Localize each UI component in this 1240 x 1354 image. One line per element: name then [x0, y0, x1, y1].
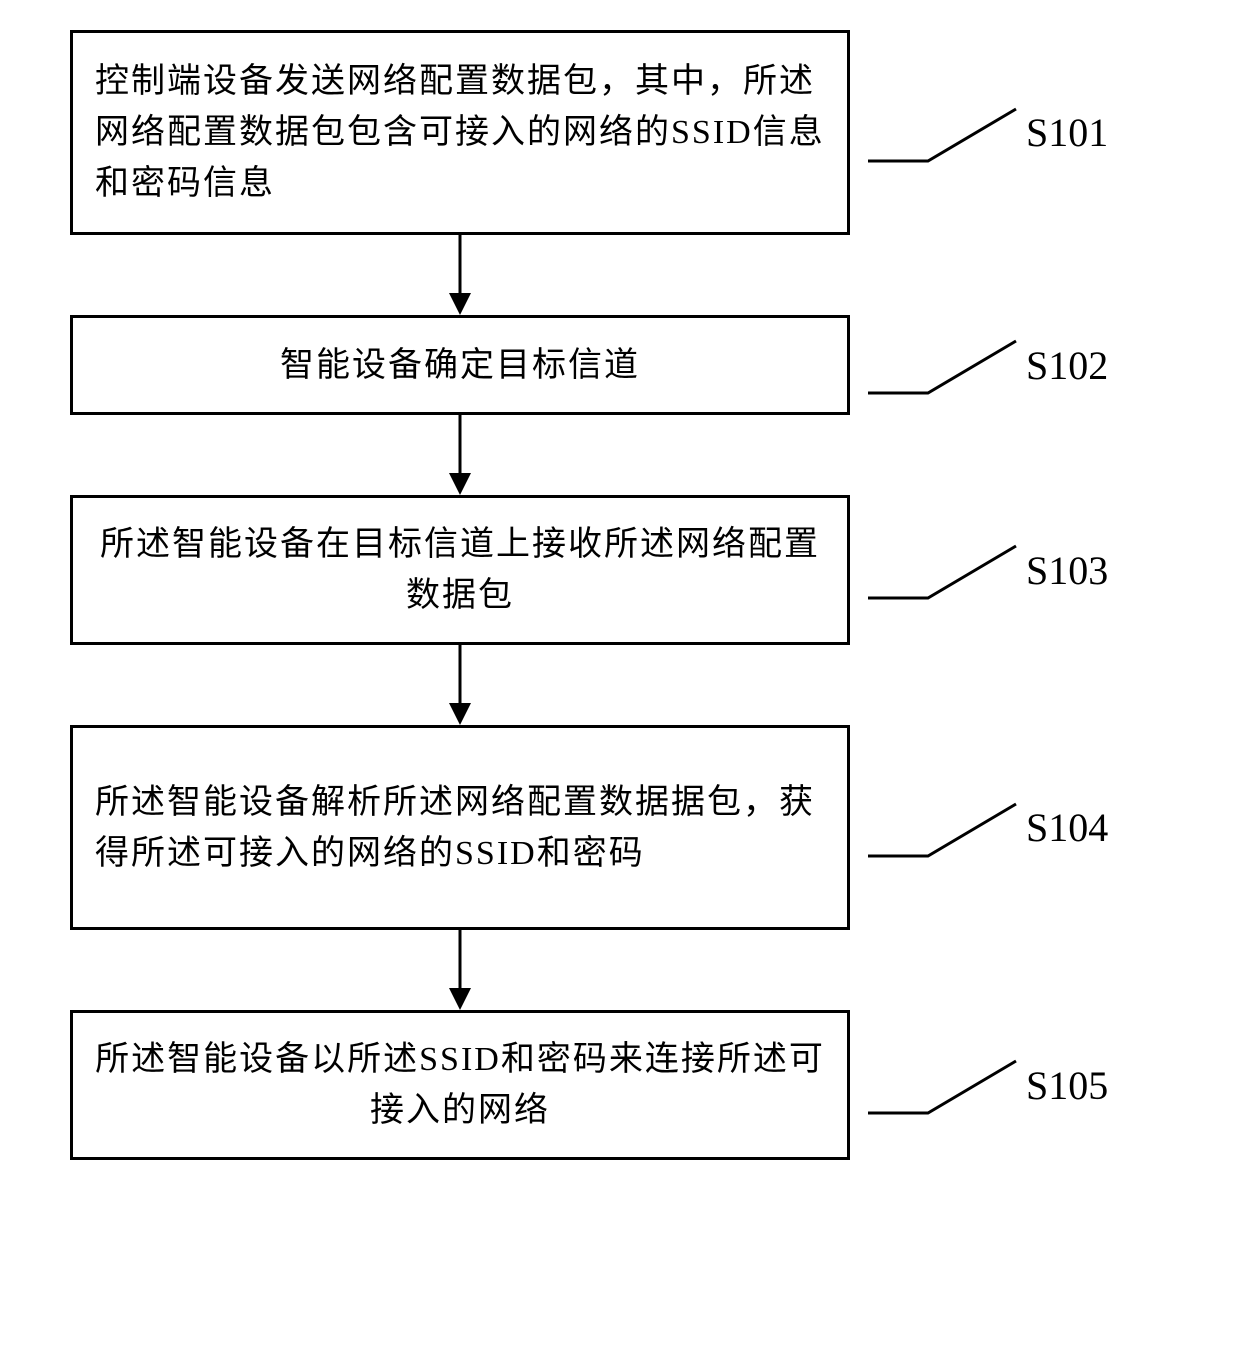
flow-box-text: 所述智能设备以所述SSID和密码来连接所述可接入的网络 [95, 1034, 825, 1136]
leader-line [868, 798, 1018, 858]
flow-box-text: 智能设备确定目标信道 [95, 340, 825, 391]
leader-line [868, 1055, 1018, 1115]
flow-arrow [70, 235, 850, 315]
flow-box-text: 所述智能设备在目标信道上接收所述网络配置数据包 [95, 519, 825, 621]
flow-arrow [70, 930, 850, 1010]
step-label: S105 [1026, 1062, 1108, 1109]
step-label-wrap: S103 [868, 540, 1108, 600]
flow-box-s101: 控制端设备发送网络配置数据包，其中，所述网络配置数据包包含可接入的网络的SSID… [70, 30, 850, 235]
step-label-wrap: S105 [868, 1055, 1108, 1115]
step-label-wrap: S101 [868, 103, 1108, 163]
step-label: S103 [1026, 547, 1108, 594]
flow-box-text: 控制端设备发送网络配置数据包，其中，所述网络配置数据包包含可接入的网络的SSID… [95, 56, 825, 209]
step-label: S101 [1026, 109, 1108, 156]
flow-box-s103: 所述智能设备在目标信道上接收所述网络配置数据包 [70, 495, 850, 645]
flow-step: 控制端设备发送网络配置数据包，其中，所述网络配置数据包包含可接入的网络的SSID… [70, 30, 1170, 235]
flow-box-s105: 所述智能设备以所述SSID和密码来连接所述可接入的网络 [70, 1010, 850, 1160]
leader-line [868, 103, 1018, 163]
leader-line [868, 540, 1018, 600]
step-label-wrap: S104 [868, 798, 1108, 858]
flow-step: 智能设备确定目标信道 S102 [70, 315, 1170, 415]
flow-arrow [70, 645, 850, 725]
flow-box-s102: 智能设备确定目标信道 [70, 315, 850, 415]
leader-line [868, 335, 1018, 395]
flow-step: 所述智能设备在目标信道上接收所述网络配置数据包 S103 [70, 495, 1170, 645]
step-label: S102 [1026, 342, 1108, 389]
flow-arrow [70, 415, 850, 495]
step-label: S104 [1026, 804, 1108, 851]
flow-box-s104: 所述智能设备解析所述网络配置数据据包，获得所述可接入的网络的SSID和密码 [70, 725, 850, 930]
flow-step: 所述智能设备解析所述网络配置数据据包，获得所述可接入的网络的SSID和密码 S1… [70, 725, 1170, 930]
step-label-wrap: S102 [868, 335, 1108, 395]
flow-step: 所述智能设备以所述SSID和密码来连接所述可接入的网络 S105 [70, 1010, 1170, 1160]
flow-box-text: 所述智能设备解析所述网络配置数据据包，获得所述可接入的网络的SSID和密码 [95, 777, 825, 879]
flowchart-container: 控制端设备发送网络配置数据包，其中，所述网络配置数据包包含可接入的网络的SSID… [70, 30, 1170, 1160]
